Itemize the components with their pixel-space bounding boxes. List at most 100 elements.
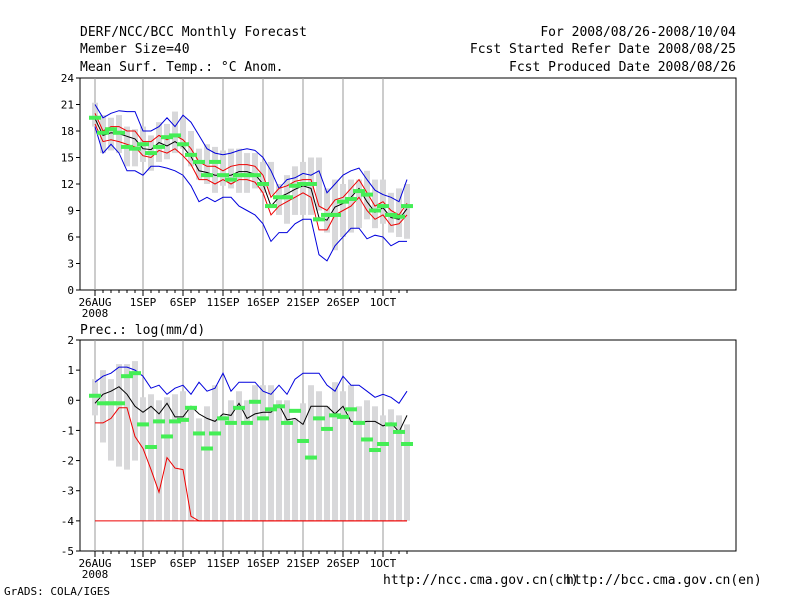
prec-ensemble-box [276,400,282,521]
temp-xtick-label: 6SEP [170,296,197,309]
prec-xtick-label: 1SEP [130,557,157,570]
ncc-url-link[interactable]: http://ncc.cma.gov.cn(ch) [383,573,579,588]
prec-median-marker [113,401,125,406]
temp-median-marker [313,217,325,222]
prec-ytick-label: -4 [61,515,75,528]
temp-median-marker [377,204,389,209]
prec-xtick-label: 1OCT [370,557,397,570]
prec-series-ensemble-max [94,366,408,405]
prec-median-marker [201,446,213,451]
prec-ensemble-box [396,415,402,521]
prec-median-marker [265,407,277,412]
prec-ensemble-box [204,406,210,521]
temp-median-marker [241,173,253,178]
temp-median-marker [321,212,333,217]
prec-ensemble-box [100,370,106,443]
prec-ytick-label: 0 [67,394,74,407]
prec-ensemble-box [348,385,354,521]
temp-median-marker [129,146,141,151]
temp-median-marker [137,142,149,147]
temp-series-spread-sd [94,113,408,216]
prec-median-marker [369,448,381,453]
prec-median-marker [217,416,229,421]
precip-panel-label: Prec.: log(mm/d) [80,323,205,338]
member-size-label: Member Size=40 [80,42,190,57]
temp-xtick-label: 26AUG [78,296,111,309]
temp-ytick-label: 15 [61,152,74,165]
prec-ensemble-box [364,400,370,521]
temp-median-marker [209,159,221,164]
prec-median-marker [401,441,413,446]
prec-median-marker [105,401,117,406]
temp-ensemble-box [316,157,322,211]
temp-ensemble-box [276,184,282,215]
prec-median-marker [145,445,157,450]
temp-median-marker [185,152,197,157]
temp-xtick-label: 26SEP [326,296,359,309]
grads-credit: GrADS: COLA/IGES [4,585,110,598]
prec-median-marker [177,417,189,422]
temp-median-marker [281,195,293,200]
prec-median-marker [161,434,173,439]
prec-ensemble-box [292,418,298,521]
prec-ensemble-box [124,364,130,470]
temp-ensemble-box [284,175,290,224]
temp-ensemble-box [252,153,258,189]
temp-ensemble-box [300,161,306,215]
prec-plot-frame [79,339,737,552]
temp-ytick-label: 12 [61,178,74,191]
forecast-period: For 2008/08/26-2008/10/04 [540,25,736,40]
temp-ytick-label: 21 [61,99,74,112]
bcc-url-link[interactable]: http://bcc.cma.gov.cn(en) [566,573,762,588]
temp-xtick-label: 1SEP [130,296,157,309]
temp-ytick-label: 9 [67,205,74,218]
prec-xtick-label: 26SEP [326,557,359,570]
temp-median-marker [345,197,357,202]
prec-median-marker [129,371,141,376]
temp-ensemble-box [92,102,98,127]
temp-ensemble-box [236,148,242,193]
prec-median-marker [313,416,325,421]
temp-median-marker [105,127,117,132]
prec-ensemble-box [244,400,250,521]
prec-median-marker [193,431,205,436]
temp-median-marker [265,204,277,209]
temp-ensemble-box [292,166,298,215]
prec-ytick-label: -5 [61,545,74,558]
temp-xtick-label: 11SEP [206,296,239,309]
temp-ensemble-box [404,184,410,239]
temp-xtick-label: 16SEP [246,296,279,309]
temp-median-marker [201,173,213,178]
prec-median-marker [185,405,197,410]
temp-median-marker [401,204,413,209]
temp-series-ensemble-min [94,126,407,262]
prec-xtick-label: 6SEP [170,557,197,570]
temp-ensemble-box [180,117,186,149]
temp-ensemble-box [228,148,234,189]
prec-year-label: 2008 [82,568,109,581]
prec-ensemble-box [316,391,322,521]
prec-ensemble-box [268,385,274,521]
temp-ensemble-box [268,161,274,195]
prec-xtick-label: 11SEP [206,557,239,570]
temp-median-marker [97,130,109,135]
prec-ensemble-box [388,409,394,521]
prec-ensemble-box [356,406,362,521]
prec-median-marker [289,408,301,413]
prec-ensemble-box [372,406,378,521]
prec-median-marker [273,404,285,409]
temp-ensemble-box [172,111,178,154]
prec-median-marker [209,431,221,436]
prec-ensemble-box [260,385,266,521]
temp-median-marker [121,144,133,149]
temp-median-marker [361,192,373,197]
prec-ensemble-box [220,415,226,521]
temp-ensemble-box [372,179,378,229]
chart-title: DERF/NCC/BCC Monthly Forecast [80,25,307,40]
prec-median-marker [233,405,245,410]
temp-ytick-label: 6 [67,231,74,244]
prec-ensemble-box [148,394,154,521]
temp-median-marker [145,151,157,156]
prec-median-marker [169,419,181,424]
